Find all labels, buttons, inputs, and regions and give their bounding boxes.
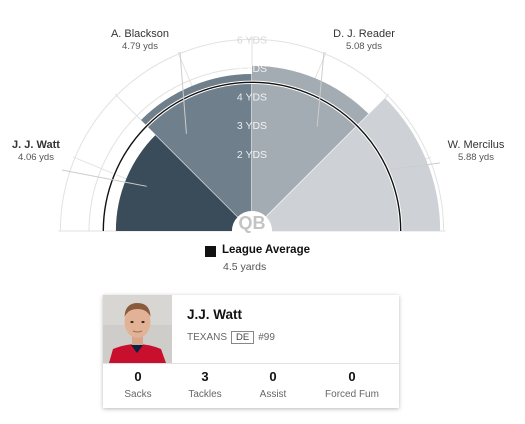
player-card[interactable]: J.J. Watt TEXANS DE #99 0 Sacks 3 Tackle… (103, 295, 399, 408)
wedge-j-j-watt[interactable] (115, 134, 238, 231)
league-average-arc (102, 81, 402, 232)
team-name: TEXANS (187, 332, 228, 343)
ring-label: 5 YDS (237, 63, 267, 75)
player-photo (103, 295, 172, 363)
wedge-d-j-reader[interactable] (252, 65, 369, 217)
qb-circle (232, 211, 272, 251)
player-info: J.J. Watt TEXANS DE #99 (187, 307, 275, 344)
card-divider (103, 363, 399, 364)
player-name: J.J. Watt (187, 307, 243, 322)
player-headshot-image (103, 295, 172, 363)
player-label-name: D. J. Reader (333, 28, 395, 40)
stat-value: 3 (201, 369, 209, 384)
ring-label: 2 YDS (237, 149, 267, 161)
stat-value: 0 (134, 369, 142, 384)
ring-labels: 2 YDS 3 YDS 4 YDS 5 YDS 6 YDS (237, 34, 267, 160)
player-label-value: 4.06 yds (18, 152, 54, 163)
qb-center: QB (232, 211, 272, 251)
legend-value: 4.5 yards (223, 261, 267, 273)
jersey-number: #99 (258, 332, 275, 343)
player-team-line: TEXANS DE #99 (187, 331, 275, 344)
position-badge: DE (231, 331, 255, 344)
stat-label: Assist (259, 389, 287, 400)
stat-label: Tackles (188, 389, 222, 400)
player-label-value: 4.79 yds (122, 41, 158, 52)
ring-label: 4 YDS (237, 92, 267, 104)
label-connector (390, 162, 441, 170)
league-average-swatch (205, 246, 216, 257)
stat-assist: 0 Assist (238, 369, 308, 400)
qb-label: QB (239, 213, 266, 233)
player-stats: 0 Sacks 3 Tackles 0 Assist 0 Forced Fum (103, 369, 399, 405)
ring-label: 3 YDS (237, 120, 267, 132)
legend-label: League Average (222, 244, 310, 256)
label-connector (316, 51, 325, 127)
stat-label: Sacks (124, 389, 152, 400)
stat-sacks: 0 Sacks (103, 369, 173, 400)
player-label-value: 5.88 yds (458, 152, 494, 163)
stat-value: 0 (348, 369, 356, 384)
chart-wedges (115, 65, 441, 231)
stat-value: 0 (269, 369, 277, 384)
player-label-name: W. Mercilus (448, 139, 505, 151)
player-label-name: A. Blackson (111, 28, 169, 40)
pressure-distance-chart: 2 YDS 3 YDS 4 YDS 5 YDS 6 YDS J. J. Watt4.06… (12, 28, 505, 251)
label-connector (61, 169, 147, 187)
stat-tackles: 3 Tackles (170, 369, 240, 400)
player-label-value: 5.08 yds (346, 41, 382, 52)
wedge-separator (265, 97, 386, 218)
league-average-arc-group (101, 80, 403, 232)
player-label-name: J. J. Watt (12, 139, 60, 151)
ring-label: 6 YDS (237, 34, 267, 46)
label-connector (179, 51, 187, 134)
stat-label: Forced Fum (325, 389, 379, 400)
stat-forced-fumbles: 0 Forced Fum (317, 369, 387, 400)
